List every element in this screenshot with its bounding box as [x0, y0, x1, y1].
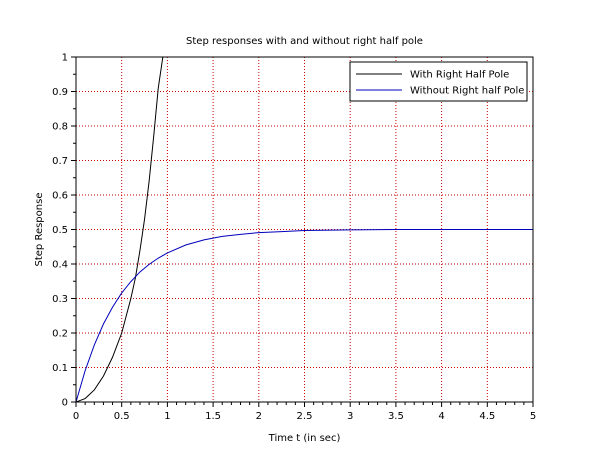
axis-ticks: 0 0.5 1 1.5 2 2.5 3 3.5 4 4.5 5 0 0.1 0.2 0.3 0.4 0.5 0.6… — [52, 53, 536, 423]
y-tick-label: 0.7 — [52, 156, 68, 167]
x-axis-label: Time t (in sec) — [268, 433, 341, 444]
x-tick-label: 5 — [530, 411, 536, 422]
x-tick-label: 0 — [73, 411, 79, 422]
y-tick-label: 0 — [62, 398, 68, 409]
x-tick-label: 1 — [164, 411, 170, 422]
x-tick-label: 2 — [256, 411, 262, 422]
series-lines — [76, 57, 533, 402]
legend-box — [349, 61, 528, 102]
x-tick-label: 4 — [438, 411, 444, 422]
x-tick-label: 2.5 — [297, 411, 313, 422]
y-tick-label: 0.6 — [52, 191, 68, 202]
x-tick-label: 4.5 — [479, 411, 495, 422]
series-line-1 — [76, 229, 533, 402]
x-tick-label: 3.5 — [388, 411, 404, 422]
y-tick-label: 0.3 — [52, 294, 68, 305]
y-axis-label: Step Response — [34, 193, 45, 267]
y-tick-label: 0.1 — [52, 363, 68, 374]
y-tick-label: 0.4 — [52, 260, 68, 271]
legend-entry: Without Right half Pole — [410, 86, 524, 97]
grid-lines — [76, 57, 533, 402]
legend-entry: With Right Half Pole — [410, 70, 509, 81]
x-tick-label: 3 — [347, 411, 353, 422]
legend: With Right Half Pole Without Right half P… — [349, 61, 528, 102]
x-tick-label: 0.5 — [114, 411, 130, 422]
y-tick-label: 0.8 — [52, 122, 68, 133]
chart-title: Step responses with and without right ha… — [186, 36, 423, 47]
y-tick-label: 0.5 — [52, 225, 68, 236]
y-tick-label: 1 — [62, 53, 68, 64]
x-tick-label: 1.5 — [205, 411, 221, 422]
y-tick-label: 0.9 — [52, 87, 68, 98]
y-tick-label: 0.2 — [52, 329, 68, 340]
series-line-0 — [76, 57, 164, 402]
